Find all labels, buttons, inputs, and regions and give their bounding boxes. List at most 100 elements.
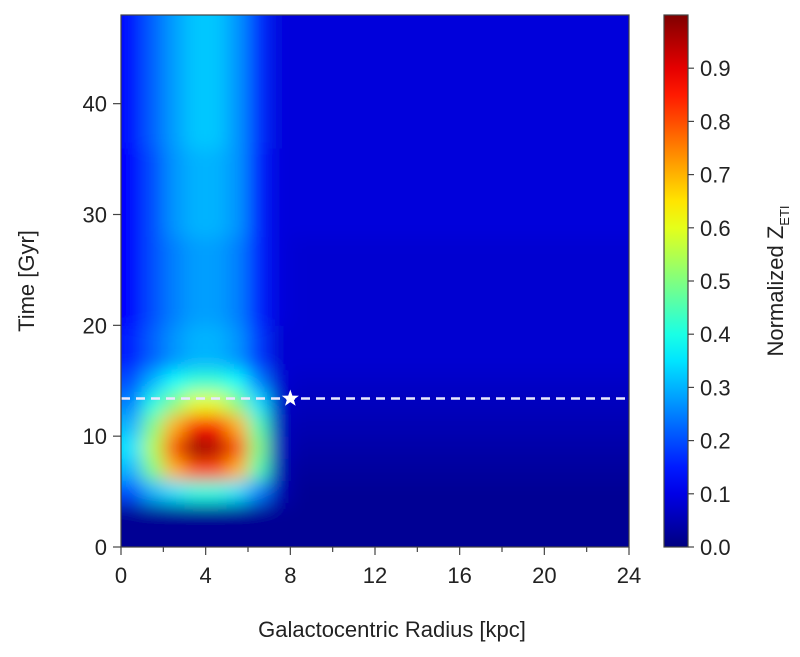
heatmap-cell [184, 458, 207, 481]
heatmap-cell [205, 325, 228, 371]
heatmap-cell [269, 480, 291, 504]
heatmap-cell [163, 480, 185, 504]
heatmap-cell [184, 414, 207, 437]
heatmap-cell [459, 236, 545, 326]
x-tick-label: 4 [200, 563, 212, 588]
heatmap-cell [184, 480, 207, 504]
heatmap-cell [226, 391, 249, 415]
heatmap-cell [290, 480, 376, 504]
heatmap-cell [205, 391, 228, 415]
heatmap-cell [375, 369, 461, 393]
heatmap-cell [290, 325, 376, 371]
heatmap-cell [121, 436, 143, 459]
heatmap-cell [375, 502, 461, 547]
x-tick-label: 20 [532, 563, 556, 588]
heatmap-cell [184, 391, 207, 415]
heatmap-cell [163, 148, 185, 238]
heatmap-cell [375, 414, 461, 437]
colorbar-tick-label: 0.1 [700, 482, 731, 507]
heatmap-cell [248, 148, 270, 238]
heatmap-cell [459, 391, 545, 415]
heatmap-cell [121, 325, 143, 371]
heatmap-cell [248, 15, 270, 149]
x-axis-label: Galactocentric Radius [kpc] [258, 617, 526, 642]
star-marker [281, 389, 299, 406]
heatmap-cell [121, 236, 143, 326]
heatmap-cell [375, 236, 461, 326]
heatmap-cell [248, 480, 270, 504]
x-tick-label: 8 [284, 563, 296, 588]
heatmap-cell [142, 369, 164, 393]
heatmap-cell [290, 236, 376, 326]
heatmap-cell [459, 502, 545, 547]
heatmap-cell [184, 502, 207, 547]
heatmap-cell [205, 236, 228, 326]
heatmap-cell [375, 148, 461, 238]
heatmap-cell [184, 436, 207, 459]
heatmap-cell [121, 148, 143, 238]
heatmap-area [121, 15, 629, 547]
heatmap-cell [248, 369, 270, 393]
heatmap-cell [142, 236, 164, 326]
x-tick-label: 12 [363, 563, 387, 588]
heatmap-cell [163, 414, 185, 437]
heatmap-cell [544, 148, 629, 238]
heatmap-cell [184, 236, 207, 326]
heatmap-cell [290, 15, 376, 149]
heatmap-cell [459, 369, 545, 393]
heatmap-cell [142, 436, 164, 459]
heatmap-cell [121, 369, 143, 393]
heatmap-cell [226, 148, 249, 238]
y-tick-label: 40 [83, 92, 107, 117]
heatmap-cell [290, 391, 376, 415]
heatmap-cell [544, 480, 629, 504]
heatmap-cell [459, 458, 545, 481]
heatmap-cell [184, 325, 207, 371]
heatmap-cell [269, 502, 291, 547]
colorbar-tick-label: 0.8 [700, 109, 731, 134]
heatmap-cell [544, 325, 629, 371]
colorbar-tick-label: 0.6 [700, 216, 731, 241]
heatmap-cell [163, 391, 185, 415]
heatmap-cell [121, 391, 143, 415]
colorbar-label-text: Normalized Z [763, 226, 788, 357]
heatmap-cell [248, 502, 270, 547]
heatmap-cell [163, 436, 185, 459]
heatmap-cell [290, 458, 376, 481]
heatmap-cell [248, 325, 270, 371]
heatmap-cell [375, 480, 461, 504]
y-axis-label: Time [Gyr] [14, 230, 39, 332]
colorbar-tick-label: 0.4 [700, 322, 731, 347]
heatmap-cell [269, 325, 291, 371]
heatmap-cell [184, 148, 207, 238]
heatmap-cell [226, 458, 249, 481]
heatmap-cell [205, 15, 228, 149]
heatmap-cell [269, 15, 291, 149]
heatmap-cell [290, 369, 376, 393]
heatmap-cell [226, 436, 249, 459]
heatmap-cell [544, 502, 629, 547]
heatmap-cell [544, 15, 629, 149]
colorbar-tick-label: 0.3 [700, 375, 731, 400]
heatmap-cell [121, 458, 143, 481]
heatmap-cell [226, 369, 249, 393]
heatmap-cell [459, 436, 545, 459]
heatmap-cell [163, 236, 185, 326]
heatmap-cell [121, 414, 143, 437]
colorbar [663, 14, 689, 548]
heatmap-cell [544, 236, 629, 326]
colorbar-label: Normalized ZETI [763, 205, 792, 356]
heatmap-cell [269, 414, 291, 437]
heatmap-cell [121, 502, 143, 547]
heatmap-cell [205, 480, 228, 504]
heatmap-cell [375, 458, 461, 481]
heatmap-cell [459, 414, 545, 437]
heatmap-cell [269, 458, 291, 481]
heatmap-cell [459, 480, 545, 504]
y-tick-label: 0 [95, 535, 107, 560]
heatmap-cell [184, 15, 207, 149]
heatmap-cell [269, 148, 291, 238]
y-tick-label: 30 [83, 203, 107, 228]
heatmap-cell [544, 414, 629, 437]
